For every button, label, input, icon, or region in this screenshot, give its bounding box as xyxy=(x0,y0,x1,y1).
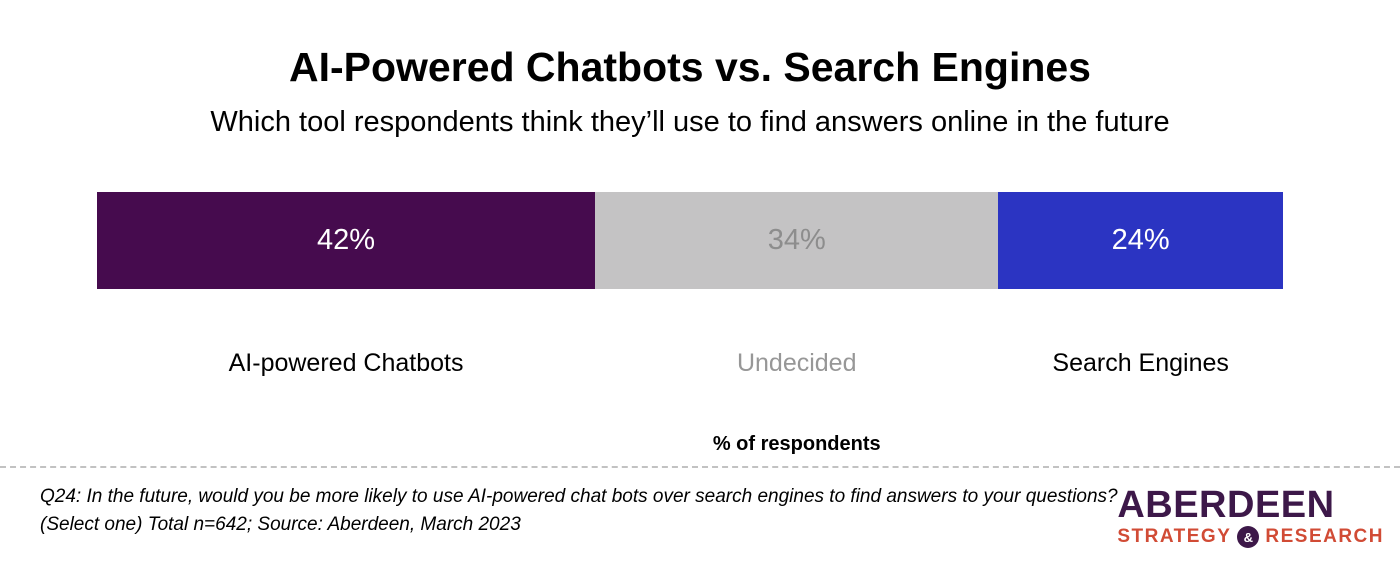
footnote-line-2: (Select one) Total n=642; Source: Aberde… xyxy=(40,514,521,535)
bar-value-label: 42% xyxy=(317,224,376,256)
axis-label-row: % of respondents xyxy=(97,433,1283,456)
logo-tagline-research: RESEARCH xyxy=(1265,526,1384,547)
bar-value-label: 34% xyxy=(767,224,826,256)
bar-segment-ai-powered-chatbots: 42% xyxy=(97,192,596,289)
footer-divider xyxy=(0,466,1400,468)
logo-wordmark: ABERDEEN xyxy=(1117,484,1335,526)
bar-segment-search-engines: 24% xyxy=(998,192,1283,289)
bar-value-label: 24% xyxy=(1111,224,1170,256)
aberdeen-logo: ABERDEEN STRATEGY & RESEARCH xyxy=(1117,484,1384,548)
logo-tagline: STRATEGY & RESEARCH xyxy=(1117,526,1384,548)
page-subtitle: Which tool respondents think they’ll use… xyxy=(210,106,1170,138)
category-label-ai-powered-chatbots: AI-powered Chatbots xyxy=(228,349,464,377)
x-axis-label: % of respondents xyxy=(712,433,881,455)
footnote-line-1: Q24: In the future, would you be more li… xyxy=(40,486,1118,507)
stacked-bar: 42% 34% 24% xyxy=(97,192,1283,289)
axis-spacer-right xyxy=(998,433,1283,456)
category-label-undecided: Undecided xyxy=(736,349,857,377)
category-labels-row: AI-powered Chatbots Undecided Search Eng… xyxy=(97,349,1283,378)
category-label-search-engines: Search Engines xyxy=(1052,349,1229,377)
bar-segment-undecided: 34% xyxy=(595,192,999,289)
logo-tagline-strategy: STRATEGY xyxy=(1117,526,1232,547)
axis-spacer-left xyxy=(97,433,595,456)
page-title: AI-Powered Chatbots vs. Search Engines xyxy=(289,44,1091,90)
axis-label-cell: % of respondents xyxy=(595,433,998,456)
footnote: Q24: In the future, would you be more li… xyxy=(40,483,1118,539)
ampersand-icon: & xyxy=(1237,526,1260,548)
